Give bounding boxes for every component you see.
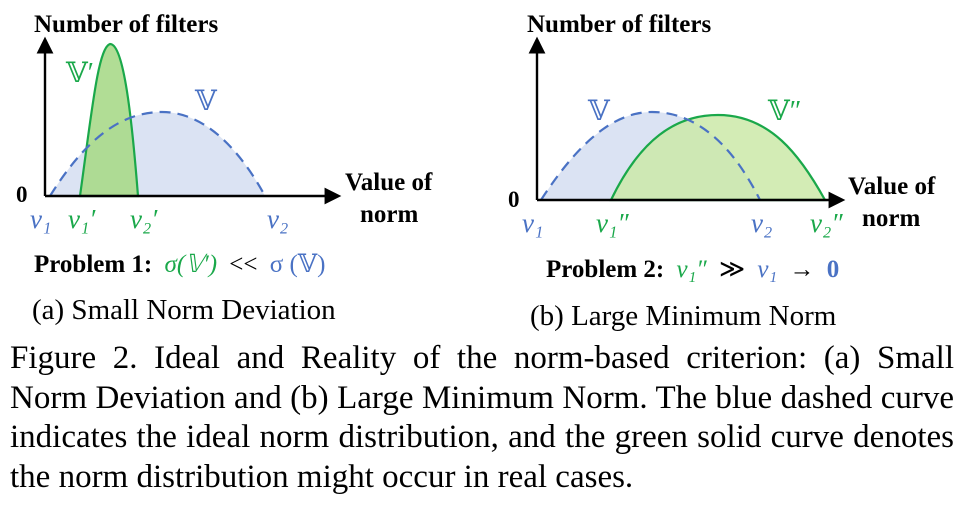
panel-a-problem-relation: << (229, 251, 257, 278)
panel-a-problem: Problem 1: σ(𝕍′) << σ (𝕍) (34, 251, 326, 278)
panel-a-subcaption: (a) Small Norm Deviation (32, 294, 336, 326)
panel-a-problem-left: σ(𝕍′) (165, 251, 218, 278)
panel-b-ideal-curve (540, 110, 761, 201)
panel-b-ideal-curve-label: 𝕍 (587, 96, 611, 127)
panel-a-real-curve-label: 𝕍′ (65, 58, 94, 89)
panel-a-tick-v2-prime: v₂′ (130, 204, 158, 234)
panel-b-problem-prefix: Problem 2: (546, 256, 664, 283)
panel-a-tick-v1-prime: v₁′ (68, 204, 96, 234)
panel-a-ideal-curve-label: 𝕍 (194, 86, 218, 117)
panel-b-problem-arrow: → (789, 256, 814, 283)
panel-a-origin-label: 0 (16, 182, 28, 207)
panel-b-problem-relation: ≫ (719, 256, 745, 283)
figure-2: Number of filters Value of norm 0 𝕍′ 𝕍 v… (16, 11, 936, 332)
panel-b-problem-left: v₁″ (677, 256, 708, 283)
panel-b-x-axis-label-2: norm (862, 205, 921, 232)
panel-b-problem: Problem 2: v₁″ ≫ v₁ → 0 (546, 256, 839, 283)
panel-a-real-area (78, 42, 140, 198)
panel-a-x-axis-label-1: Value of (345, 169, 433, 196)
panel-b-problem-mid: v₁ (757, 256, 777, 283)
panel-a-tick-v1: v₁ (30, 204, 51, 234)
panel-b-tick-v2: v₂ (751, 208, 772, 238)
panel-b-tick-v2-dprime: v₂″ (810, 208, 843, 238)
panel-b-real-area (609, 113, 827, 202)
figure-caption: Figure 2. Ideal and Reality of the norm-… (10, 340, 954, 495)
panel-a-y-axis-label: Number of filters (34, 11, 218, 38)
panel-a-ideal-curve (49, 110, 266, 197)
panel-a: Number of filters Value of norm 0 𝕍′ 𝕍 v… (16, 11, 433, 326)
panel-a-x-axis-label-2: norm (360, 201, 419, 228)
panel-b-y-axis-label: Number of filters (527, 11, 711, 38)
panel-b-real-curve-label: 𝕍″ (767, 96, 801, 127)
panel-a-problem-right: σ (𝕍) (270, 251, 326, 278)
panel-a-problem-prefix: Problem 1: (34, 251, 152, 278)
panel-b-tick-v1-dprime: v₁″ (596, 208, 629, 238)
panel-b-tick-v1: v₁ (522, 208, 543, 238)
panel-b-x-axis-label-1: Value of (848, 173, 936, 200)
panel-b-subcaption: (b) Large Minimum Norm (530, 300, 837, 332)
panel-a-tick-v2: v₂ (267, 204, 288, 234)
panel-b-problem-zero: 0 (827, 256, 840, 283)
panel-b: Number of filters Value of norm 0 𝕍 𝕍″ v… (508, 11, 936, 332)
panel-b-origin-label: 0 (508, 187, 520, 212)
